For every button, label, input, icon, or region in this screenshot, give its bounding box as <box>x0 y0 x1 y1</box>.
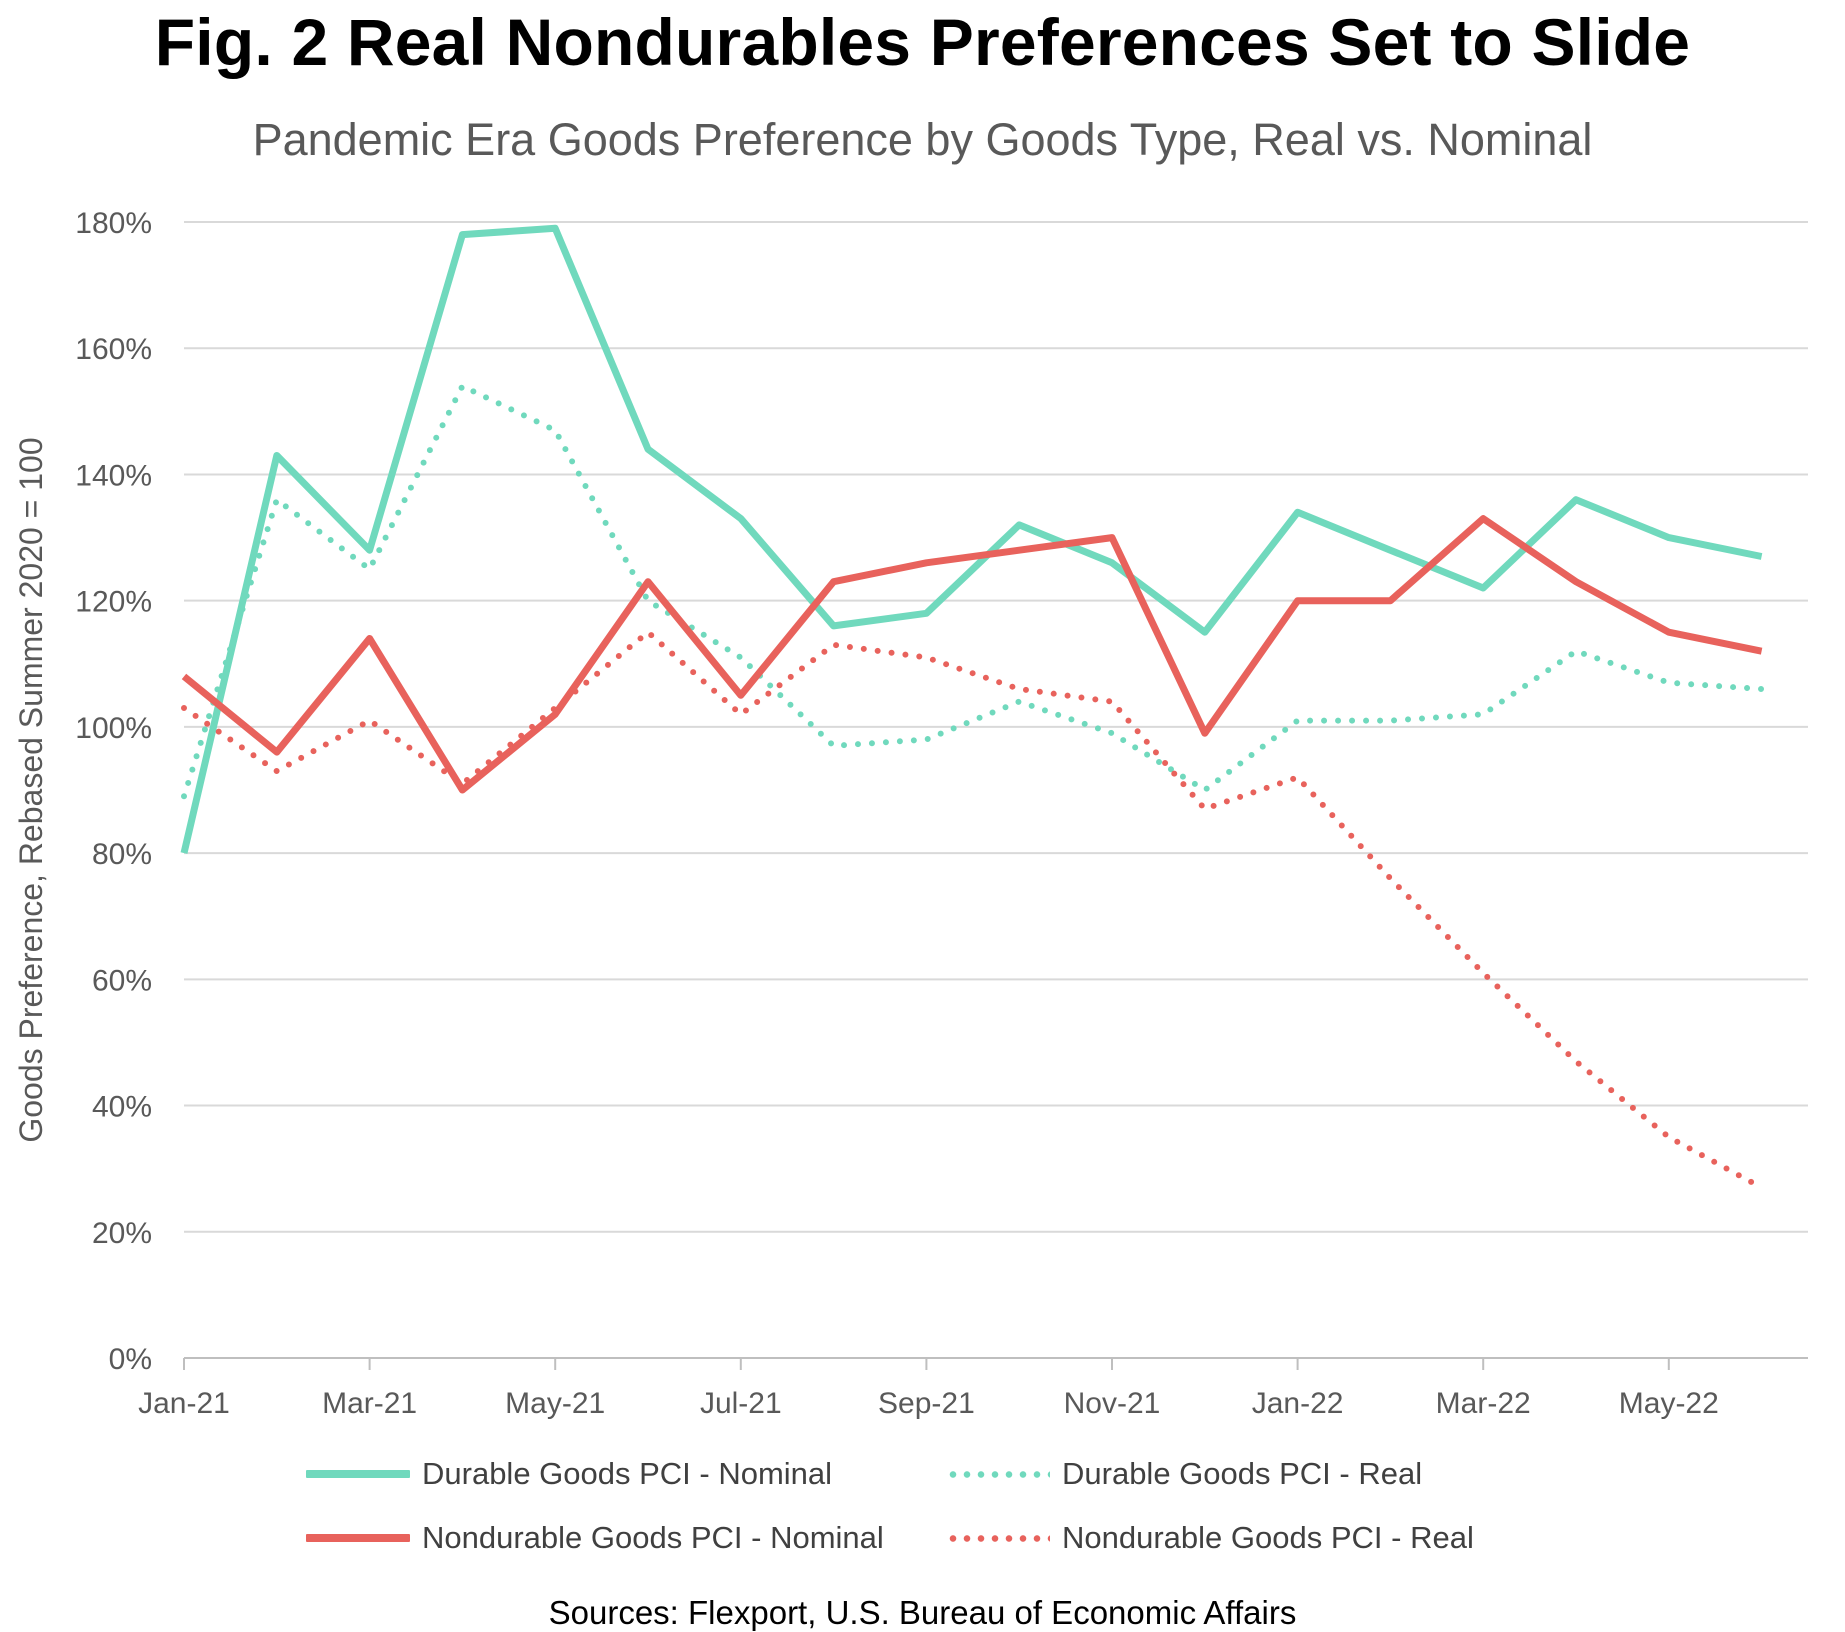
series-line-2 <box>181 515 1763 794</box>
legend-item-nondurable-real: Nondurable Goods PCI - Real <box>946 1516 1474 1560</box>
y-tick-label: 160% <box>75 333 152 366</box>
y-axis-tick-labels: 0% 20% 40% 60% 80% 100% 120% 140% 160% 180% <box>75 207 152 1376</box>
x-tick-label: Jan-21 <box>138 1387 230 1420</box>
series-line-0 <box>180 224 1763 854</box>
legend-item-durable-nominal: Durable Goods PCI - Nominal <box>306 1452 832 1496</box>
legend: Durable Goods PCI - Nominal Durable Good… <box>306 1452 1606 1582</box>
series-line-1 <box>181 383 1765 800</box>
x-tick-label: Mar-22 <box>1436 1387 1531 1420</box>
series-lines <box>180 224 1765 1191</box>
legend-label-nondurable-nominal: Nondurable Goods PCI - Nominal <box>422 1520 884 1555</box>
y-tick-label: 140% <box>75 459 152 492</box>
y-tick-label: 60% <box>92 964 152 997</box>
x-tick-label: Mar-21 <box>322 1387 417 1420</box>
x-axis <box>183 1357 1808 1370</box>
y-tick-label: 120% <box>75 586 152 619</box>
x-tick-label: Jan-22 <box>1252 1387 1344 1420</box>
legend-item-nondurable-nominal: Nondurable Goods PCI - Nominal <box>306 1516 884 1560</box>
legend-item-durable-real: Durable Goods PCI - Real <box>946 1452 1422 1496</box>
chart-title: Fig. 2 Real Nondurables Preferences Set … <box>154 5 1691 79</box>
x-tick-label: May-21 <box>505 1387 605 1420</box>
chart-subtitle: Pandemic Era Goods Preference by Goods T… <box>252 114 1593 165</box>
x-tick-label: Jul-21 <box>700 1387 782 1420</box>
y-axis-title: Goods Preference, Rebased Summer 2020 = … <box>13 437 49 1142</box>
series-line-3 <box>181 629 1765 1191</box>
legend-swatch-nondurable-real <box>946 1534 1050 1542</box>
legend-label-nondurable-real: Nondurable Goods PCI - Real <box>1062 1520 1474 1555</box>
y-tick-label: 40% <box>92 1091 152 1124</box>
legend-swatch-durable-nominal <box>306 1470 410 1478</box>
legend-label-durable-nominal: Durable Goods PCI - Nominal <box>422 1456 833 1491</box>
x-tick-label: Sep-21 <box>878 1387 975 1420</box>
x-axis-tick-labels: Jan-21 Mar-21 May-21 Jul-21 Sep-21 Nov-21 Jan-… <box>138 1387 1719 1420</box>
gridlines <box>184 221 1808 1233</box>
y-tick-label: 20% <box>92 1217 152 1250</box>
y-tick-label: 0% <box>109 1343 152 1376</box>
x-tick-label: Nov-21 <box>1064 1387 1161 1420</box>
legend-swatch-durable-real <box>946 1470 1050 1478</box>
sources-note: Sources: Flexport, U.S. Bureau of Econom… <box>548 1594 1297 1631</box>
y-tick-label: 80% <box>92 838 152 871</box>
legend-label-durable-real: Durable Goods PCI - Real <box>1062 1456 1423 1491</box>
y-tick-label: 100% <box>75 712 152 745</box>
legend-swatch-nondurable-nominal <box>306 1534 410 1542</box>
y-tick-label: 180% <box>75 207 152 240</box>
x-tick-label: May-22 <box>1619 1387 1719 1420</box>
